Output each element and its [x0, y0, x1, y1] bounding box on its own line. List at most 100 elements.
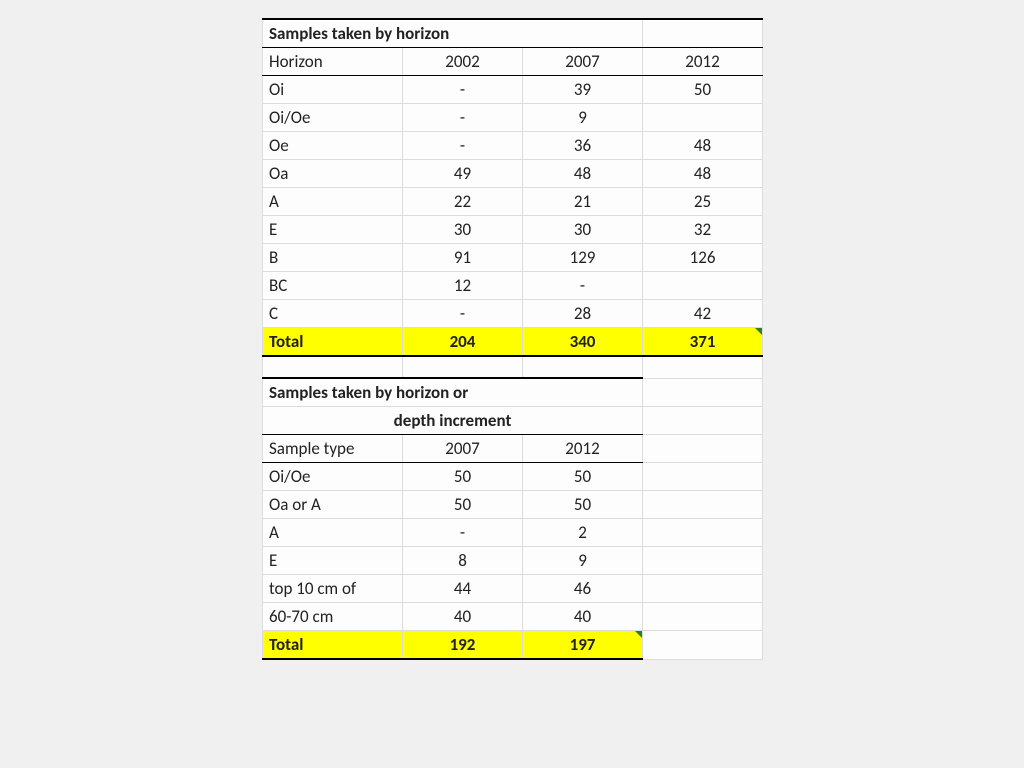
cell: 44 [403, 575, 523, 603]
cell: A [263, 188, 403, 216]
cell: - [403, 300, 523, 328]
table1-title: Samples taken by horizon [263, 19, 643, 48]
col-header: Sample type [263, 435, 403, 463]
cell: 49 [403, 160, 523, 188]
cell: 30 [523, 216, 643, 244]
cell: - [403, 519, 523, 547]
col-header: 2007 [403, 435, 523, 463]
blank-cell [643, 547, 763, 575]
blank-cell [643, 463, 763, 491]
cell: A [263, 519, 403, 547]
cell: E [263, 547, 403, 575]
cell: 9 [523, 104, 643, 132]
cell [643, 104, 763, 132]
cell: 12 [403, 272, 523, 300]
cell: - [403, 104, 523, 132]
cell: BC [263, 272, 403, 300]
cell: 8 [403, 547, 523, 575]
blank-cell [643, 19, 763, 48]
cell: 50 [643, 76, 763, 104]
cell: 129 [523, 244, 643, 272]
total-value: 192 [403, 631, 523, 660]
table-samples-by-horizon: Samples taken by horizon Horizon 2002 20… [262, 18, 763, 660]
cell: 32 [643, 216, 763, 244]
cell: 9 [523, 547, 643, 575]
blank-cell [643, 631, 763, 660]
cell: 25 [643, 188, 763, 216]
cell: 48 [523, 160, 643, 188]
total-label: Total [263, 631, 403, 660]
blank-cell [403, 356, 523, 378]
cell: 126 [643, 244, 763, 272]
table-row: Oa or A5050 [263, 491, 763, 519]
cell: E [263, 216, 403, 244]
table2-title-row1: Samples taken by horizon or [263, 378, 763, 407]
cell: Oa or A [263, 491, 403, 519]
cell: 50 [403, 491, 523, 519]
cell: Oa [263, 160, 403, 188]
table-row: 60-70 cm4040 [263, 603, 763, 631]
cell: Oi/Oe [263, 104, 403, 132]
table-row: C-2842 [263, 300, 763, 328]
table-row: Oi/Oe5050 [263, 463, 763, 491]
total-value: 197 [523, 631, 643, 660]
table2-title1: Samples taken by horizon or [263, 378, 643, 407]
table-row: Oa494848 [263, 160, 763, 188]
cell: - [523, 272, 643, 300]
cell: 36 [523, 132, 643, 160]
cell: C [263, 300, 403, 328]
col-header: 2012 [523, 435, 643, 463]
blank-cell [643, 603, 763, 631]
total-value: 371 [643, 328, 763, 357]
cell: B [263, 244, 403, 272]
cell: 48 [643, 160, 763, 188]
cell: 22 [403, 188, 523, 216]
cell: 50 [523, 463, 643, 491]
total-label: Total [263, 328, 403, 357]
table1-title-row: Samples taken by horizon [263, 19, 763, 48]
table2-header-row: Sample type 2007 2012 [263, 435, 763, 463]
blank-cell [643, 519, 763, 547]
table2-title2: depth increment [263, 407, 643, 435]
col-header: 2007 [523, 48, 643, 76]
cell: 48 [643, 132, 763, 160]
cell: 40 [403, 603, 523, 631]
blank-cell [643, 356, 763, 378]
cell: 50 [523, 491, 643, 519]
cell: - [403, 76, 523, 104]
blank-cell [523, 356, 643, 378]
cell: 60-70 cm [263, 603, 403, 631]
cell: 40 [523, 603, 643, 631]
blank-cell [643, 378, 763, 407]
table-row: Oi/Oe-9 [263, 104, 763, 132]
cell: 50 [403, 463, 523, 491]
blank-cell [263, 356, 403, 378]
table-row: A222125 [263, 188, 763, 216]
table-row: Oe-3648 [263, 132, 763, 160]
cell: Oi/Oe [263, 463, 403, 491]
cell: 2 [523, 519, 643, 547]
table-row: E303032 [263, 216, 763, 244]
cell: 42 [643, 300, 763, 328]
cell: 28 [523, 300, 643, 328]
total-value: 340 [523, 328, 643, 357]
table2-title-row2: depth increment [263, 407, 763, 435]
table2-total-row: Total 192 197 [263, 631, 763, 660]
table1-header-row: Horizon 2002 2007 2012 [263, 48, 763, 76]
cell: 30 [403, 216, 523, 244]
total-value: 204 [403, 328, 523, 357]
col-header: Horizon [263, 48, 403, 76]
blank-cell [643, 491, 763, 519]
cell: 21 [523, 188, 643, 216]
table-row: BC12- [263, 272, 763, 300]
cell: 46 [523, 575, 643, 603]
col-header: 2002 [403, 48, 523, 76]
table1-total-row: Total 204 340 371 [263, 328, 763, 357]
cell: 39 [523, 76, 643, 104]
cell: Oe [263, 132, 403, 160]
spacer-row [263, 356, 763, 378]
col-header: 2012 [643, 48, 763, 76]
cell [643, 272, 763, 300]
table-row: B91129126 [263, 244, 763, 272]
blank-cell [643, 575, 763, 603]
